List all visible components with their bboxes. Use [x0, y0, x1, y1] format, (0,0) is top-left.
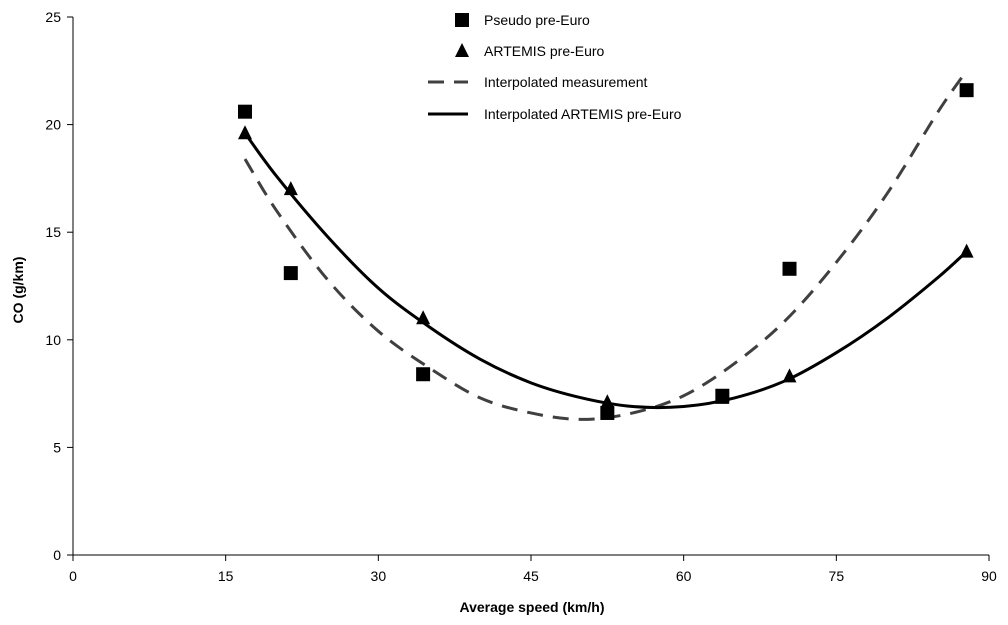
artemis-pre-euro-point: [782, 368, 797, 383]
axes: [72, 17, 989, 556]
artemis-pre-euro-point: [600, 394, 615, 409]
y-tick-label: 0: [53, 547, 61, 563]
y-ticks: 0 5 10 15 20 25: [45, 9, 73, 563]
y-tick-label: 10: [45, 332, 61, 348]
y-tick-label: 15: [45, 224, 61, 240]
series-markers: [238, 83, 974, 420]
legend-label: ARTEMIS pre-Euro: [484, 43, 605, 59]
legend-label: Interpolated measurement: [484, 74, 648, 90]
artemis-pre-euro-point: [959, 243, 974, 258]
legend-item: Interpolated measurement: [428, 74, 648, 90]
legend-item: Pseudo pre-Euro: [455, 12, 590, 28]
x-ticks: 0 15 30 45 60 75 90: [69, 555, 997, 584]
x-tick-label: 75: [829, 568, 845, 584]
y-tick-label: 5: [53, 439, 61, 455]
legend-label: Pseudo pre-Euro: [484, 12, 590, 28]
x-tick-label: 45: [523, 568, 539, 584]
artemis-pre-euro-point: [238, 125, 253, 140]
artemis-pre-euro-point: [283, 181, 298, 196]
x-tick-label: 90: [981, 568, 997, 584]
x-tick-label: 0: [69, 568, 77, 584]
artemis-pre-euro-point: [416, 310, 431, 325]
x-tick-label: 15: [218, 568, 234, 584]
legend: Pseudo pre-Euro ARTEMIS pre-Euro Interpola…: [428, 12, 682, 122]
legend-triangle-marker: [455, 43, 469, 57]
series-lines: [243, 69, 968, 421]
x-tick-label: 60: [676, 568, 692, 584]
pseudo-pre-euro-point: [600, 405, 615, 420]
pseudo-pre-euro-point: [283, 266, 298, 281]
x-axis-title: Average speed (km/h): [460, 599, 605, 615]
artemis-pre-euro-point: [715, 389, 730, 404]
pseudo-pre-euro-point: [782, 261, 797, 276]
x-tick-label: 30: [371, 568, 387, 584]
y-axis-title: CO (g/km): [10, 257, 26, 324]
y-tick-label: 25: [45, 9, 61, 25]
y-tick-label: 20: [45, 117, 61, 133]
legend-item: Interpolated ARTEMIS pre-Euro: [428, 106, 682, 122]
pseudo-pre-euro-point: [416, 367, 431, 382]
pseudo-pre-euro-point: [238, 104, 253, 119]
legend-label: Interpolated ARTEMIS pre-Euro: [484, 106, 682, 122]
interpolated-measurement-line: [243, 69, 968, 421]
interpolated-artemis-line: [243, 132, 968, 410]
legend-square-marker: [455, 13, 469, 27]
legend-item: ARTEMIS pre-Euro: [455, 43, 605, 59]
pseudo-pre-euro-point: [959, 83, 974, 98]
